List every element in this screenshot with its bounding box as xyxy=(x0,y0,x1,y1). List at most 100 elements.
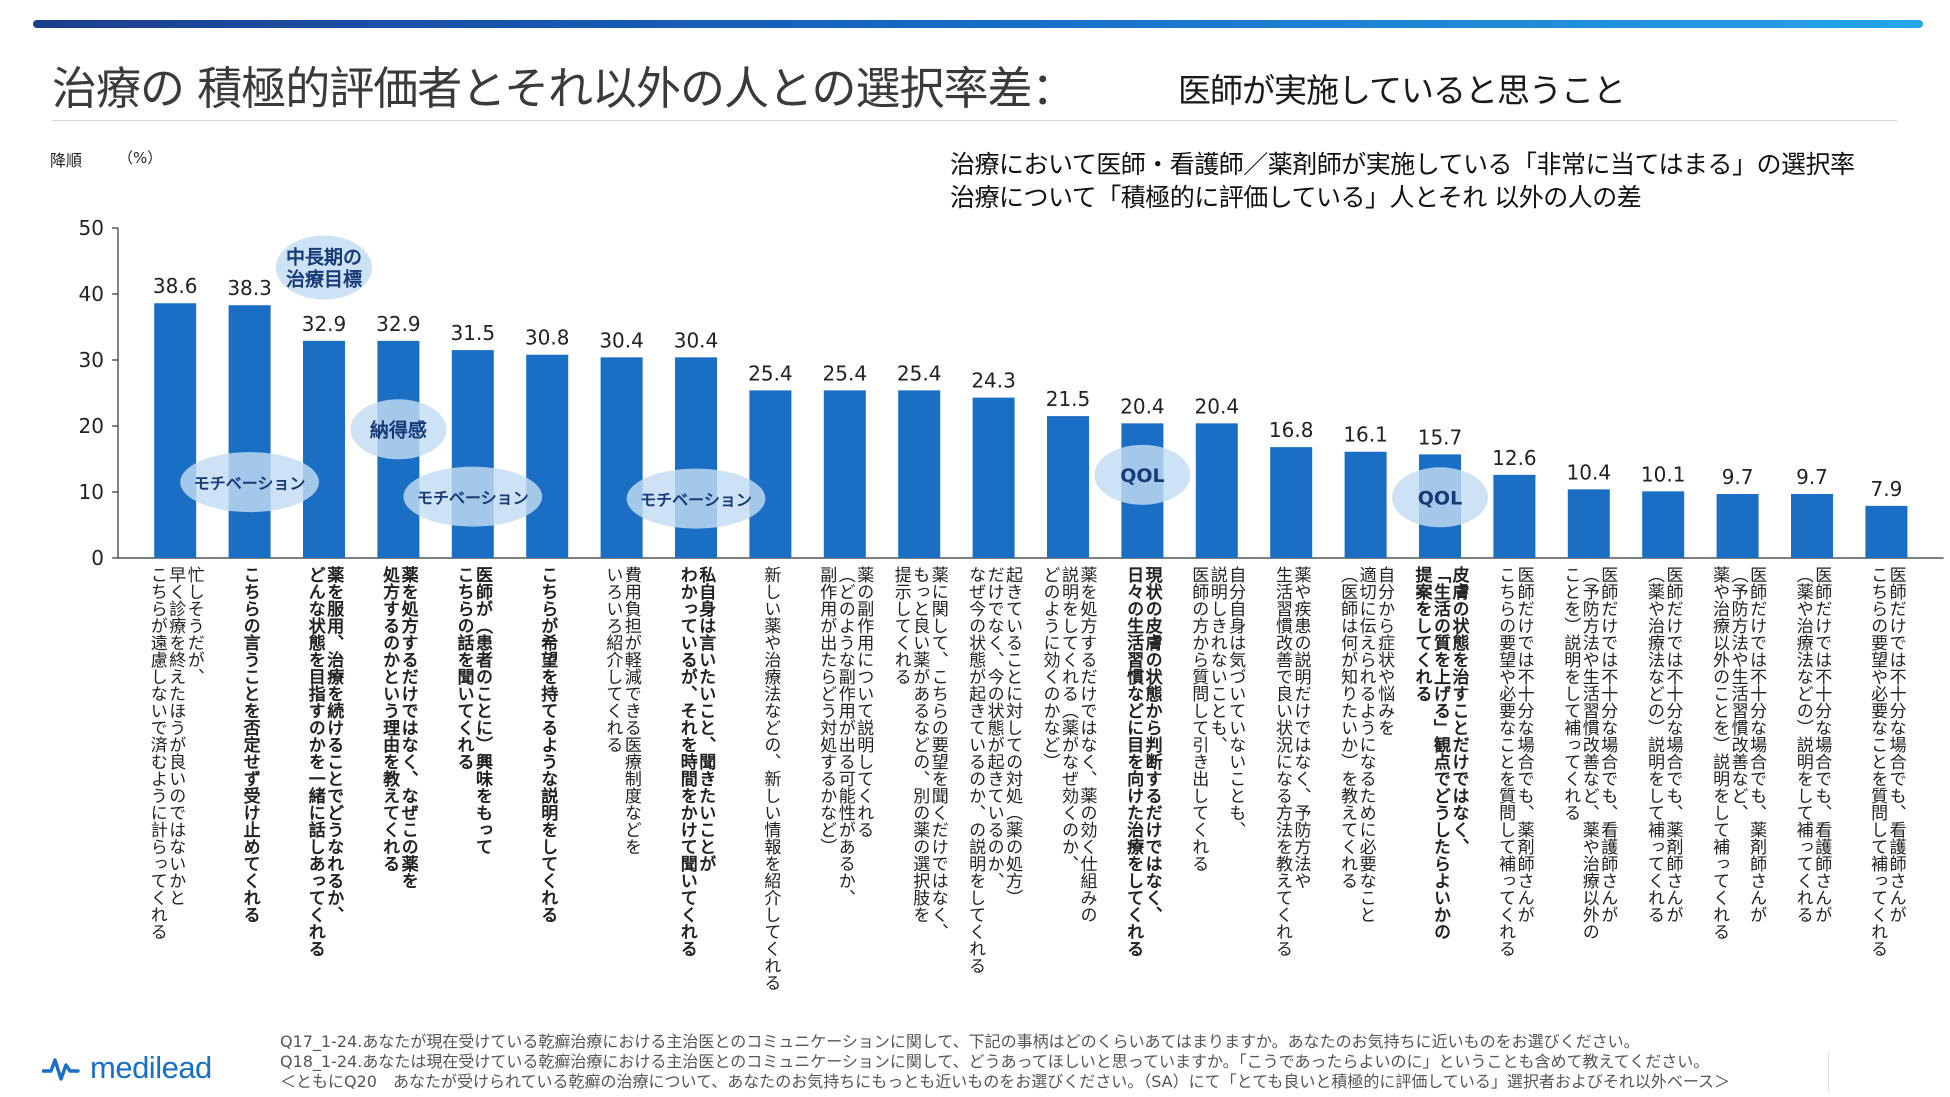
bar-value-label: 7.9 xyxy=(1870,477,1902,501)
category-label-line: 日々の生活習慣などに目を向けた治療をしてくれる xyxy=(1123,566,1144,957)
bar-value-label: 25.4 xyxy=(823,361,868,385)
category-label-line: （予防方法や生活習慣改善など、薬や治療以外の xyxy=(1579,566,1600,940)
category-label-line: 医師だけでは不十分な場合でも、薬剤師さんが xyxy=(1746,566,1767,923)
bar-value-label: 25.4 xyxy=(897,361,942,385)
annotation-bubble: モチベーション xyxy=(626,468,766,529)
bar-chart: 0 10 20 30 40 50 38.6 38.3 32.9 32.9 31.5 30.8 30.4 3… xyxy=(79,216,1944,991)
category-label-line: 薬を処方するだけではなく、薬の効く仕組みの xyxy=(1077,566,1098,923)
chart-description-line2: 治療について「積極的に評価している」人とそれ 以外の人の差 xyxy=(950,183,1642,212)
category-label-line: どのように効くのかなど） xyxy=(1040,566,1061,770)
category-label-line: 医師だけでは不十分な場合でも、薬剤師さんが xyxy=(1514,566,1535,923)
page-subtitle: 医師が実施していると思うこと xyxy=(1178,71,1626,110)
category-label-line: どんな状態を目指すのかを一緒に話しあってくれる xyxy=(305,566,326,957)
y-tick-label: 30 xyxy=(79,348,104,372)
bar xyxy=(749,390,792,558)
bar xyxy=(1642,491,1685,558)
bar xyxy=(451,350,494,558)
annotation-bubble: モチベーション xyxy=(403,466,543,527)
bar xyxy=(303,340,345,558)
category-label-line: 忙しそうだが、 xyxy=(184,566,205,685)
category-label-line: 薬や治療以外のことを）説明をして補ってくれる xyxy=(1709,566,1730,940)
bar-value-label: 15.7 xyxy=(1418,425,1463,449)
category-label-line: ことを）説明をして補ってくれる xyxy=(1560,566,1581,821)
title-divider xyxy=(52,120,1897,121)
category-label: 薬を処方するだけではなく、薬の効く仕組みの説明をしてくれる（薬がなぜ効くのか、ど… xyxy=(1040,566,1098,923)
footnote-q18: Q18_1-24.あなたは現在受けている乾癬治療における主治医とのコミュニケーシ… xyxy=(280,1052,1710,1071)
category-label-line: （薬や治療法などの）説明をして補ってくれる xyxy=(1644,566,1665,923)
annotation-bubble: 納得感 xyxy=(350,399,447,460)
bar xyxy=(823,390,866,558)
y-tick-label: 20 xyxy=(79,414,104,438)
category-label: 医師だけでは不十分な場合でも、薬剤師さんが（予防方法や生活習慣改善など、薬や治療… xyxy=(1709,566,1767,940)
bar-value-label: 38.3 xyxy=(227,276,272,300)
bar xyxy=(898,390,941,558)
category-label: 薬に関して、こちらの要望を聞くだけではなく、もっと良い薬があるなどの、別の薬の選… xyxy=(891,566,949,940)
category-label-line: 提示してくれる xyxy=(891,566,912,685)
category-label-line: 医師の方から質問して引き出してくれる xyxy=(1188,566,1209,872)
category-label-line: 説明をしてくれる（薬がなぜ効くのか、 xyxy=(1058,566,1079,872)
bar xyxy=(1567,489,1610,558)
bar-value-label: 32.9 xyxy=(302,312,347,336)
annotation-bubble: モチベーション xyxy=(180,452,319,513)
bar xyxy=(1270,447,1313,558)
category-label-line: 医師だけでは不十分な場合でも、薬剤師さんが xyxy=(1662,566,1683,923)
bar xyxy=(600,357,643,558)
annotation-bubble: QOL xyxy=(1392,467,1488,528)
y-tick-label: 10 xyxy=(79,480,104,504)
category-label-line: 適切に伝えられるようになるために必要なこと xyxy=(1356,566,1377,923)
logo-text: medilead xyxy=(90,1050,212,1085)
bar-value-label: 30.4 xyxy=(674,328,719,352)
annotation-text: 治療目標 xyxy=(286,268,362,291)
bar-value-label: 24.3 xyxy=(971,369,1016,393)
category-label-line: 起きていることに対しての対処（薬の処方） xyxy=(1002,566,1023,906)
category-label-line: だけでなく、今の状態が起きているのか、 xyxy=(984,566,1005,889)
annotation-text: モチベーション xyxy=(640,491,752,510)
category-label-line: 自分自身は気づいていないことも、 xyxy=(1225,566,1246,838)
category-label-line: 説明しきれないことも、 xyxy=(1207,566,1228,753)
unit-label: （%） xyxy=(118,149,163,167)
category-label-line: こちらの言うことを否定せず受け止めてくれる xyxy=(240,566,262,923)
category-label: 医師だけでは不十分な場合でも、薬剤師さんが（薬や治療法などの）説明をして補ってく… xyxy=(1644,566,1683,923)
category-label-line: 私自身は言いたいこと、聞きたいことが xyxy=(695,566,716,872)
bar-value-label: 38.6 xyxy=(153,274,198,298)
category-label-line: わかっているが、それを時間をかけて聞いてくれる xyxy=(677,566,698,957)
bar xyxy=(1865,505,1908,558)
annotation-ellipse xyxy=(1392,467,1488,528)
annotation-text: 中長期の xyxy=(286,246,362,269)
category-label-line: 副作用が出たらどう対処するかなど） xyxy=(816,566,837,855)
bar-value-label: 12.6 xyxy=(1492,446,1537,470)
annotation-ellipse xyxy=(276,235,372,300)
category-label: 自分から症状や悩みを適切に伝えられるようになるために必要なこと（医師は何が知りた… xyxy=(1337,566,1395,923)
category-label-line: 現状の皮膚の状態から判断するだけではなく、 xyxy=(1142,566,1163,923)
bar-value-label: 25.4 xyxy=(748,361,793,385)
category-label-line: なぜ今の状態が起きているのか、の説明をしてくれる xyxy=(965,566,986,974)
category-label-line: こちらの話を聞いてくれる xyxy=(454,566,475,770)
bar-value-label: 9.7 xyxy=(1722,465,1754,489)
category-label-line: こちらが遠慮しないで済むように計らってくれる xyxy=(147,566,168,940)
category-label: 薬の副作用について説明してくれる（どのような副作用が出る可能性があるか、副作用が… xyxy=(816,566,874,906)
annotation-text: 納得感 xyxy=(370,418,427,441)
category-label: 新しい薬や治療法などの、新しい情報を紹介してくれる xyxy=(760,566,781,991)
annotation-text: モチベーション xyxy=(194,474,306,493)
category-label-line: 医師だけでは不十分な場合でも、看護師さんが xyxy=(1886,566,1907,923)
bar-value-label: 20.4 xyxy=(1195,394,1240,418)
annotation-text: QOL xyxy=(1120,465,1164,487)
annotation-text: QOL xyxy=(1418,487,1462,509)
category-label: こちらの言うことを否定せず受け止めてくれる xyxy=(240,566,262,923)
bar-value-label: 31.5 xyxy=(451,321,496,345)
annotation-text: モチベーション xyxy=(417,489,529,508)
bar-value-label: 30.4 xyxy=(599,328,644,352)
category-label-line: 薬を服用、治療を続けることでどうなれるか、 xyxy=(323,566,344,923)
category-label-line: 自分から症状や悩みを xyxy=(1374,566,1395,736)
footnote-base: ＜ともにQ20 あなたが受けられている乾癬の治療について、あなたのお気持ちにもっ… xyxy=(280,1072,1731,1091)
annotation-ellipse xyxy=(350,399,447,460)
annotation-ellipse xyxy=(626,468,766,529)
chart-description-line1: 治療において医師・看護師／薬剤師が実施している「非常に当てはまる」の選択率 xyxy=(950,150,1855,179)
category-label-line: もっと良い薬があるなどの、別の薬の選択肢を xyxy=(909,566,930,923)
bar xyxy=(526,354,569,558)
category-label: 忙しそうだが、早く診療を終えたほうが良いのではないかとこちらが遠慮しないで済むよ… xyxy=(147,566,205,940)
category-label-line: 皮膚の状態を治すことだけではなく、 xyxy=(1449,565,1470,855)
